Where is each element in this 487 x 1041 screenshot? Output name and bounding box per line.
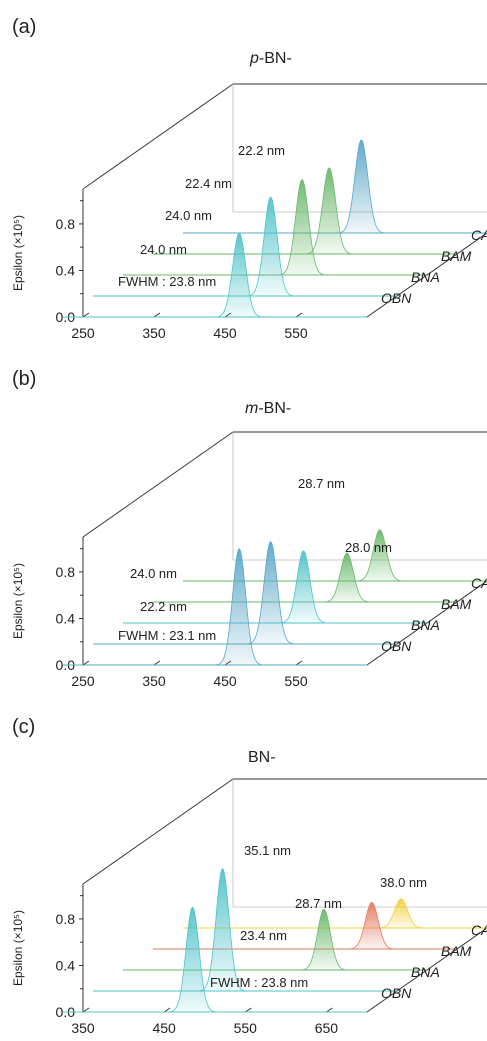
x-tick-label: 250 <box>71 325 95 341</box>
fwhm-label-bam: 24.0 nm <box>130 566 177 581</box>
series-label-bam: BAM <box>441 248 472 264</box>
x-tick-label: 250 <box>71 673 95 689</box>
series-peak-obn <box>211 548 267 666</box>
y-axis-label: Epsilon (×10⁵) <box>11 910 25 986</box>
x-tick-mark <box>163 1007 171 1013</box>
fwhm-label-phcai: 28.7 nm <box>298 476 345 491</box>
series-peak-bam <box>275 550 331 624</box>
fwhm-label-bna: 23.4 nm <box>240 928 287 943</box>
series-peak-bna <box>242 196 298 297</box>
y-tick-label: 0.4 <box>56 957 76 973</box>
panel-title: p-BN- <box>249 50 292 67</box>
x-tick-mark <box>153 660 161 666</box>
x-tick-mark <box>82 312 90 318</box>
series-label-bna: BNA <box>411 269 440 285</box>
series-label-bam: BAM <box>441 596 472 612</box>
fwhm-label-obn: FWHM : 23.8 nm <box>210 975 308 990</box>
x-tick-mark <box>82 1007 90 1013</box>
x-tick-mark <box>295 312 303 318</box>
series-peak-cai <box>319 552 375 603</box>
series-label-bna: BNA <box>411 617 440 633</box>
series-label-cai: CAI <box>471 575 487 591</box>
series-peak-phcai <box>333 139 389 234</box>
fwhm-label-cai: 22.4 nm <box>185 176 232 191</box>
fwhm-label-bna: 22.2 nm <box>140 599 187 614</box>
y-axis-label: Epsilon (×10⁵) <box>11 563 25 639</box>
series-peak-obn <box>211 232 267 318</box>
x-tick-mark <box>82 660 90 666</box>
fwhm-label-obn: FWHM : 23.8 nm <box>118 274 216 289</box>
y-tick-label: 0.8 <box>56 216 76 232</box>
fwhm-label-obn: FWHM : 23.1 nm <box>118 628 216 643</box>
fwhm-label-phcai: 35.1 nm <box>244 843 291 858</box>
series-label-obn: OBN <box>381 985 412 1001</box>
fwhm-label-phcai: 22.2 nm <box>238 143 285 158</box>
y-tick-label: 0.4 <box>56 610 76 626</box>
series-label-bam: BAM <box>441 943 472 959</box>
series-label-obn: OBN <box>381 638 412 654</box>
series-peak-cai <box>344 902 400 950</box>
x-tick-mark <box>295 660 303 666</box>
series-peak-bam <box>296 909 352 971</box>
series-label-cai: CAI <box>471 922 487 938</box>
series-label-bna: BNA <box>411 964 440 980</box>
fwhm-label-bna: 24.0 nm <box>140 242 187 257</box>
fwhm-label-cai: 38.0 nm <box>380 875 427 890</box>
fwhm-label-bam: 24.0 nm <box>165 208 212 223</box>
x-tick-label: 550 <box>284 325 308 341</box>
panel-title: m-BN- <box>245 400 291 417</box>
series-peak-phcai <box>352 529 408 582</box>
x-tick-label: 450 <box>213 325 237 341</box>
x-tick-label: 450 <box>152 1020 176 1036</box>
y-tick-label: 0.8 <box>56 911 76 927</box>
x-tick-label: 550 <box>234 1020 258 1036</box>
panel-label: (a) <box>12 16 36 38</box>
x-tick-label: 450 <box>213 673 237 689</box>
series-peak-obn <box>164 906 220 1013</box>
series-peak-bna <box>242 541 298 645</box>
fwhm-label-bam: 28.7 nm <box>295 896 342 911</box>
x-tick-mark <box>326 1007 333 1013</box>
series-label-obn: OBN <box>381 290 412 306</box>
panel-label: (c) <box>12 716 35 738</box>
y-tick-label: 0.8 <box>56 564 76 580</box>
x-tick-label: 550 <box>284 673 308 689</box>
x-tick-mark <box>245 1007 252 1013</box>
series-peak-bam <box>274 179 330 276</box>
x-tick-label: 350 <box>142 325 166 341</box>
y-tick-label: 0.4 <box>56 262 76 278</box>
series-label-cai: CAI <box>471 227 487 243</box>
x-tick-label: 650 <box>315 1020 339 1036</box>
panel-label: (b) <box>12 368 36 390</box>
x-tick-label: 350 <box>142 673 166 689</box>
y-axis-label: Epsilon (×10⁵) <box>11 215 25 291</box>
x-tick-mark <box>153 312 161 318</box>
fwhm-label-cai: 28.0 nm <box>345 540 392 555</box>
x-tick-label: 350 <box>71 1020 95 1036</box>
series-peak-phcai <box>373 898 429 929</box>
panel-title: BN- <box>248 749 276 766</box>
